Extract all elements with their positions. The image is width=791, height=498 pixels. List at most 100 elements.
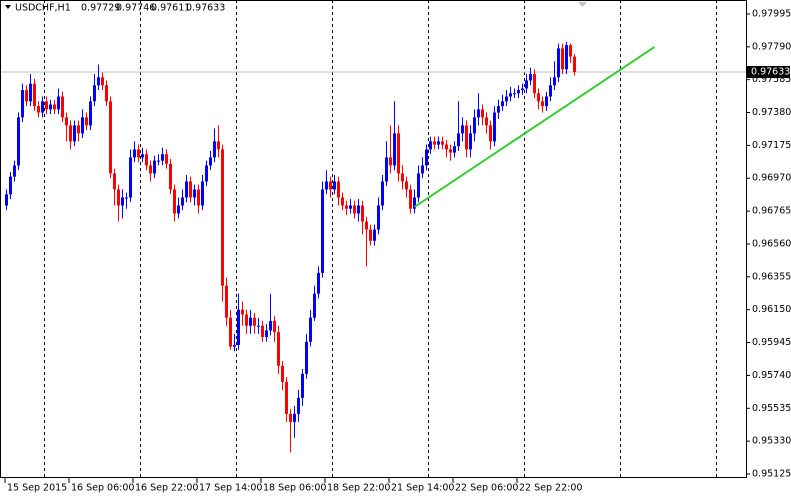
candle-body (233, 344, 236, 347)
candle-body (85, 117, 88, 126)
candle-body (385, 157, 388, 182)
current-price-label: 0.97633 (751, 66, 790, 77)
candle-body (277, 332, 280, 366)
candle-body (145, 154, 148, 166)
candle-body (329, 181, 332, 190)
trendline (413, 46, 656, 208)
candle-body (41, 101, 44, 113)
x-tick-label: 21 Sep 14:00 (391, 483, 454, 494)
symbol-title: USDCHF,H1 (15, 3, 71, 14)
candle-body (285, 381, 288, 414)
candle-body (129, 157, 132, 198)
header-low: 0.97611 (151, 3, 190, 14)
candle-body (373, 229, 376, 241)
candle-body (137, 149, 140, 158)
y-tick-label: 0.97585 (752, 74, 791, 85)
candle-body (521, 88, 524, 91)
candle-body (537, 93, 540, 102)
candle-body (65, 117, 68, 126)
y-tick-label: 0.96355 (752, 271, 791, 282)
candle-body (157, 160, 160, 162)
candle-body (25, 90, 28, 102)
candle-body (169, 163, 172, 190)
candle-body (525, 80, 528, 89)
candle-body (533, 74, 536, 94)
candle-body (93, 85, 96, 102)
candle-body (281, 365, 284, 382)
header-close: 0.97633 (186, 3, 225, 14)
y-tick-label: 0.96560 (752, 238, 791, 249)
candle-body (245, 314, 248, 326)
candle-body (557, 48, 560, 78)
y-tick-label: 0.97790 (752, 41, 791, 52)
y-tick-label: 0.95740 (752, 370, 791, 381)
candle-body (177, 205, 180, 214)
candle-body (273, 320, 276, 333)
x-tick-label: 18 Sep 22:00 (327, 483, 390, 494)
candle-body (117, 189, 120, 206)
candle-body (181, 197, 184, 206)
candle-body (5, 194, 8, 206)
candle-body (225, 285, 228, 318)
y-tick-label: 0.97380 (752, 107, 791, 118)
candle-body (457, 133, 460, 147)
candle-body (37, 106, 40, 113)
candle-body (317, 272, 320, 294)
candle-body (469, 133, 472, 150)
y-tick-label: 0.96150 (752, 304, 791, 315)
candle-body (293, 413, 296, 422)
candle-body (445, 144, 448, 150)
x-tick-label: 22 Sep 22:00 (519, 483, 582, 494)
candle-body (505, 96, 508, 102)
candle-body (565, 45, 568, 70)
candle-body (161, 154, 164, 161)
candle-body (77, 125, 80, 134)
candle-body (381, 181, 384, 206)
x-tick-label: 16 Sep 06:00 (71, 483, 134, 494)
symbol-icon (5, 5, 11, 9)
candle-body (337, 181, 340, 198)
candle-body (449, 149, 452, 153)
candle-body (437, 141, 440, 145)
candle-body (297, 397, 300, 414)
candle-body (573, 56, 576, 72)
candle-body (9, 176, 12, 195)
candle-body (353, 205, 356, 214)
candle-body (485, 117, 488, 126)
candle-body (405, 181, 408, 190)
candle-body (125, 197, 128, 199)
candle-body (361, 205, 364, 222)
candle-body (69, 125, 72, 142)
header-open: 0.97729 (81, 3, 120, 14)
candle-body (477, 109, 480, 118)
candle-body (309, 317, 312, 342)
candle-body (237, 309, 240, 345)
x-tick-label: 18 Sep 06:00 (263, 483, 326, 494)
x-tick-label: 16 Sep 22:00 (135, 483, 198, 494)
candle-body (549, 85, 552, 97)
candle-body (49, 104, 52, 110)
candle-body (21, 90, 24, 118)
candle-body (313, 293, 316, 318)
candle-body (357, 205, 360, 214)
candle-body (165, 154, 168, 164)
candle-body (421, 165, 424, 174)
candle-body (465, 125, 468, 150)
candle-body (261, 325, 264, 337)
candle-body (413, 197, 416, 209)
candle-body (545, 96, 548, 107)
candle-body (473, 117, 476, 134)
candle-body (417, 173, 420, 198)
candle-body (53, 104, 56, 110)
y-tick-label: 0.95330 (752, 436, 791, 447)
candle-body (393, 133, 396, 166)
candle-body (89, 101, 92, 126)
candle-body (265, 330, 268, 337)
candle-body (365, 221, 368, 230)
candle-body (529, 74, 532, 81)
candle-body (349, 205, 352, 209)
candle-body (81, 117, 84, 134)
